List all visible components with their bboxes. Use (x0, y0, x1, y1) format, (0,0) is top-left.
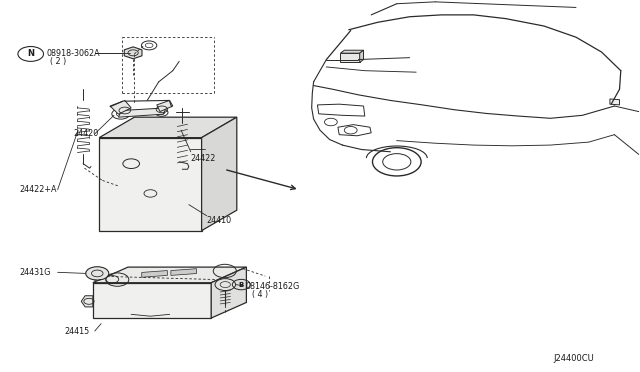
Circle shape (86, 267, 109, 280)
Polygon shape (142, 270, 167, 277)
Polygon shape (93, 283, 211, 318)
Polygon shape (202, 117, 237, 231)
Text: 24431G: 24431G (19, 268, 51, 277)
Text: J24400CU: J24400CU (554, 354, 595, 363)
Text: 24422+A: 24422+A (19, 185, 57, 194)
Polygon shape (211, 267, 246, 318)
Polygon shape (110, 100, 131, 114)
Polygon shape (340, 50, 364, 53)
Text: 24415: 24415 (64, 327, 89, 336)
Polygon shape (171, 269, 196, 275)
Polygon shape (81, 296, 93, 307)
Text: 24410: 24410 (206, 216, 231, 225)
Text: 08146-8162G: 08146-8162G (245, 282, 300, 291)
Polygon shape (157, 100, 173, 112)
Text: N: N (28, 49, 34, 58)
Text: B: B (239, 282, 244, 288)
Polygon shape (93, 267, 246, 283)
Polygon shape (99, 138, 202, 231)
Circle shape (215, 279, 236, 291)
Text: ( 4 ): ( 4 ) (252, 290, 268, 299)
Polygon shape (360, 50, 364, 62)
Polygon shape (340, 53, 360, 62)
Polygon shape (124, 47, 142, 59)
Text: 24422: 24422 (191, 154, 216, 163)
Polygon shape (118, 108, 166, 117)
Polygon shape (610, 99, 620, 105)
Text: ( 2 ): ( 2 ) (50, 57, 66, 66)
Polygon shape (99, 117, 237, 138)
Text: 24420: 24420 (74, 129, 99, 138)
Text: 08918-3062A: 08918-3062A (47, 49, 100, 58)
